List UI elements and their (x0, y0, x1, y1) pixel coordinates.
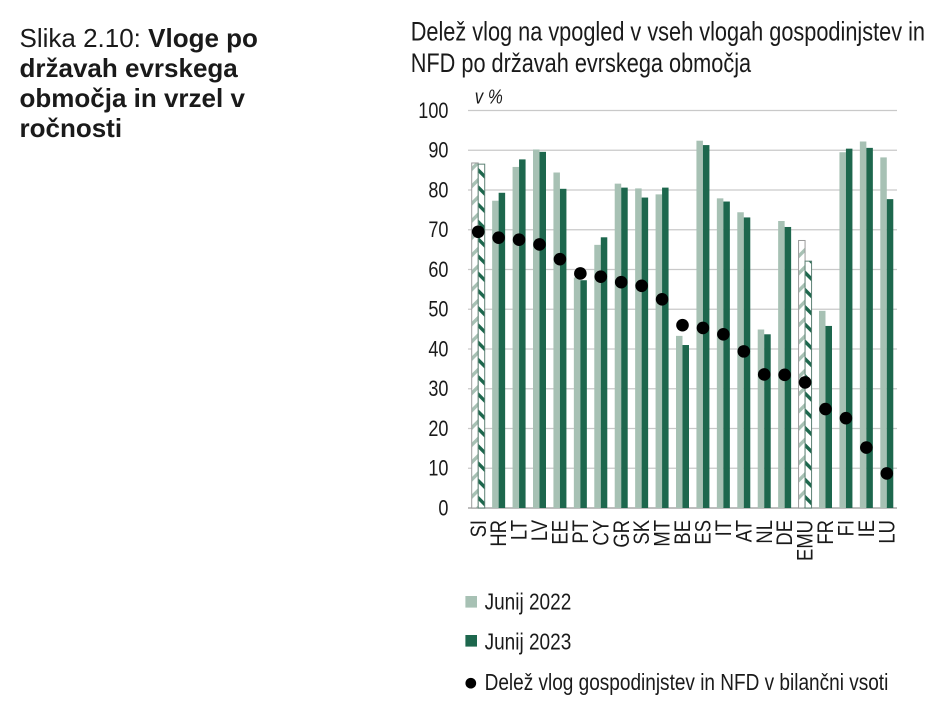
svg-text:0: 0 (438, 497, 448, 521)
svg-text:NFD po državah evrskega območj: NFD po državah evrskega območja (411, 49, 752, 79)
svg-text:90: 90 (428, 139, 448, 163)
svg-text:IE: IE (854, 520, 879, 537)
svg-text:FR: FR (813, 520, 838, 545)
svg-text:10: 10 (428, 457, 448, 481)
svg-text:Junij 2022: Junij 2022 (485, 590, 572, 615)
svg-text:30: 30 (428, 378, 448, 402)
svg-text:BE: BE (670, 520, 695, 545)
svg-text:EE: EE (548, 520, 573, 545)
svg-text:DE: DE (773, 520, 798, 546)
svg-text:100: 100 (418, 99, 448, 123)
svg-text:ES: ES (691, 520, 716, 545)
svg-text:40: 40 (428, 338, 448, 362)
svg-text:IT: IT (711, 520, 736, 537)
svg-text:PT: PT (568, 520, 593, 544)
svg-text:50: 50 (428, 298, 448, 322)
svg-text:EMU: EMU (793, 520, 818, 561)
svg-text:SI: SI (466, 520, 491, 537)
svg-text:SK: SK (630, 520, 655, 545)
svg-text:GR: GR (609, 520, 634, 548)
svg-text:LU: LU (875, 520, 900, 544)
svg-text:70: 70 (428, 219, 448, 243)
svg-text:60: 60 (428, 258, 448, 282)
svg-text:FI: FI (834, 520, 859, 536)
svg-text:MT: MT (650, 520, 675, 547)
svg-text:LT: LT (507, 520, 532, 541)
svg-text:AT: AT (732, 520, 757, 543)
svg-text:LV: LV (527, 520, 552, 541)
svg-text:NL: NL (752, 520, 777, 544)
svg-text:Delež vlog na vpogled v vseh v: Delež vlog na vpogled v vseh vlogah gosp… (411, 18, 925, 48)
svg-text:HR: HR (487, 520, 512, 547)
svg-text:CY: CY (589, 520, 614, 546)
svg-text:20: 20 (428, 417, 448, 441)
svg-text:v %: v % (475, 85, 503, 108)
svg-text:Junij 2023: Junij 2023 (485, 630, 572, 655)
svg-text:80: 80 (428, 179, 448, 203)
svg-text:Delež vlog gospodinjstev in NF: Delež vlog gospodinjstev in NFD v bilanč… (485, 670, 889, 695)
